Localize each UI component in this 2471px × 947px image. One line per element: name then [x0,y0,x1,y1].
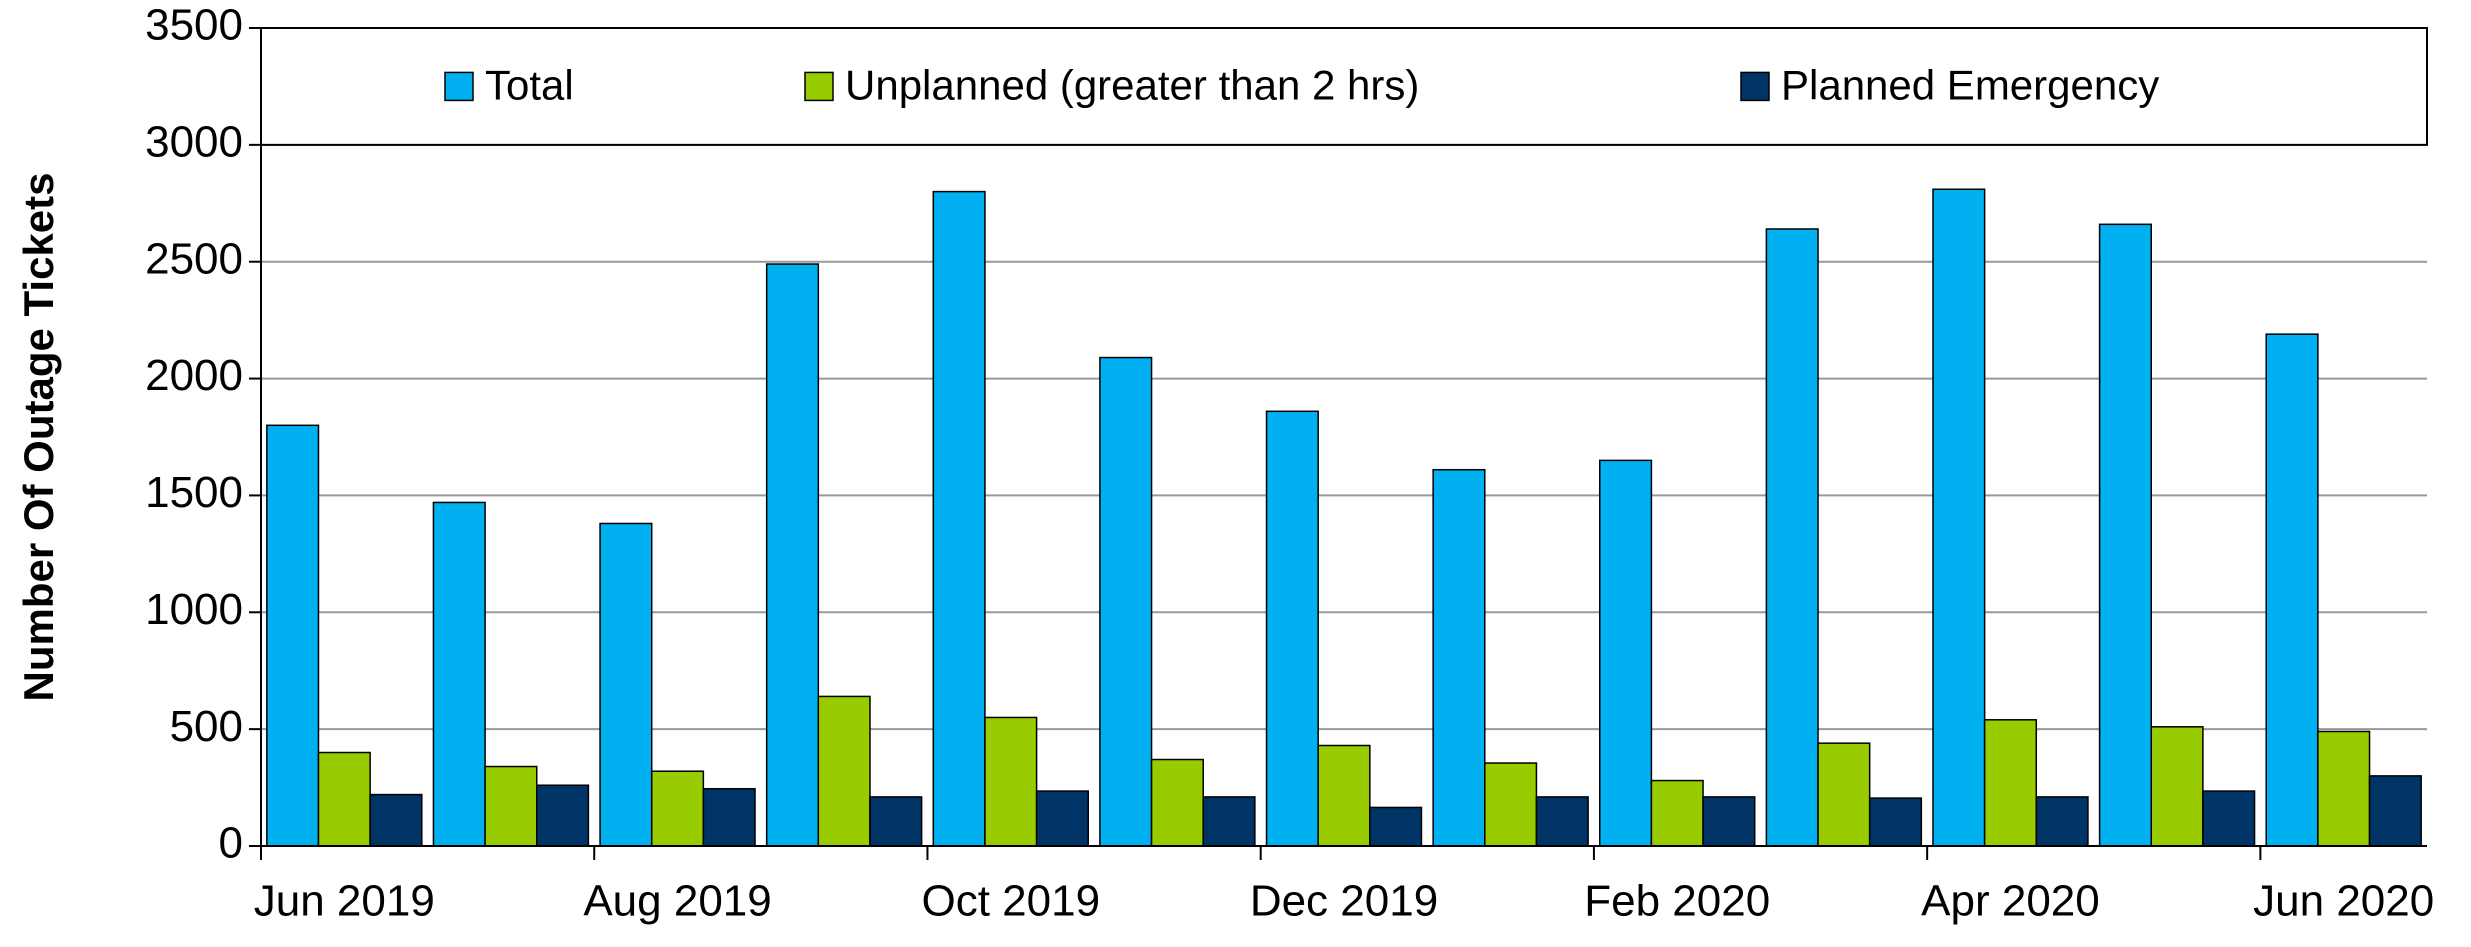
x-tick-label: Dec 2019 [1250,877,1438,926]
x-tick-label: Aug 2019 [583,877,771,926]
bar [1932,188,1986,847]
bar [984,716,1038,847]
bar [1983,719,2038,847]
x-tick-label: Apr 2020 [1921,877,2100,926]
bar [1817,742,1871,847]
bar [369,793,423,847]
bar [1650,779,1704,847]
bar [1369,806,1423,847]
bar [1265,410,1319,847]
bar [650,770,705,847]
x-tick-label: Jun 2020 [2253,877,2434,926]
bar [2202,790,2256,847]
bar [2265,333,2319,847]
y-tick-label: 500 [170,702,243,751]
bar [1099,356,1153,847]
legend-box [260,27,2428,146]
bar [1599,459,1653,847]
y-tick-label: 2500 [145,234,243,283]
bar [266,424,320,847]
legend-swatch [444,71,474,102]
y-tick-label: 1500 [145,468,243,517]
y-axis-title: Number Of Outage Tickets [15,172,62,701]
bar [2035,796,2089,847]
x-tick-label: Jun 2019 [254,877,435,926]
bar [2368,775,2422,847]
x-tick-label: Oct 2019 [921,877,1100,926]
bar [535,784,590,847]
y-tick-label: 1000 [145,585,243,634]
bar [1150,758,1204,847]
bar [765,263,820,847]
bar [1432,468,1486,847]
legend-label: Unplanned (greater than 2 hrs) [845,62,1419,109]
bar [869,796,923,847]
bar [317,751,371,847]
bar [1035,790,1089,847]
y-tick-label: 3500 [145,1,243,50]
bar [2150,726,2204,847]
x-tick-label: Feb 2020 [1584,877,1770,926]
bar [2098,223,2153,847]
y-tick-label: 0 [219,819,243,868]
bar [1535,796,1589,847]
bar [432,501,486,847]
bar [1702,796,1756,847]
bar [484,765,538,847]
legend-swatch [1740,71,1770,102]
legend-label: Total [485,62,574,109]
bar [1868,797,1923,847]
bar [1484,762,1538,847]
legend-label: Planned Emergency [1781,62,2159,109]
bar [599,522,653,847]
legend-swatch [804,71,834,102]
bar [932,190,986,847]
y-tick-label: 2000 [145,351,243,400]
bar [1317,744,1371,847]
y-tick-label: 3000 [145,117,243,166]
bar [1765,228,1819,847]
bar [1202,796,1256,847]
bar [702,787,756,847]
bar [2317,730,2371,847]
bar [817,695,871,847]
